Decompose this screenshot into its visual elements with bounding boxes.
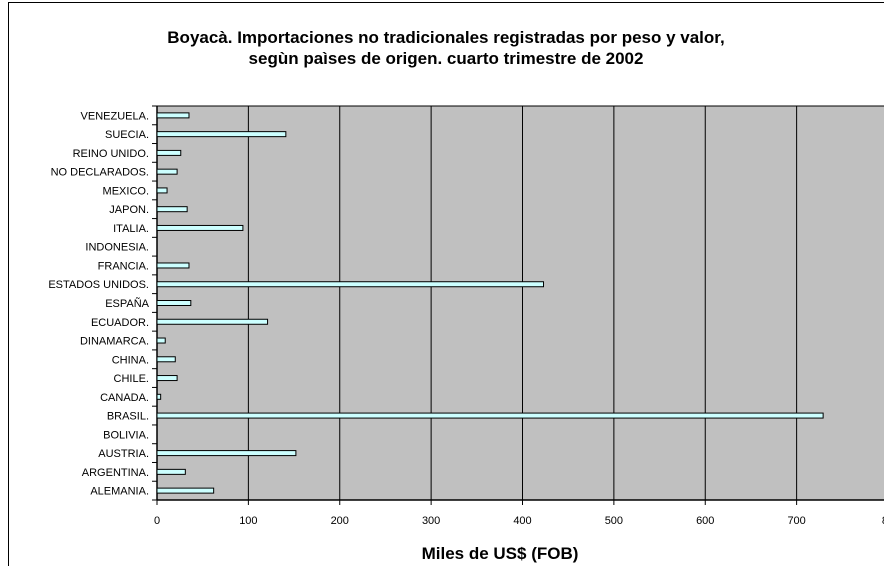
category-label: NO DECLARADOS. [51, 167, 149, 179]
category-label: ITALIA. [113, 223, 149, 235]
plot-area [156, 105, 884, 501]
category-label: CANADA. [100, 392, 149, 404]
bar [156, 375, 178, 382]
category-label: CHILE. [114, 373, 149, 385]
category-label: AUSTRIA. [98, 448, 149, 460]
category-label: ALEMANIA. [90, 486, 149, 498]
category-label: SUECIA. [105, 129, 149, 141]
x-tick-label: 200 [331, 515, 349, 527]
bar [156, 187, 168, 194]
bar [156, 112, 190, 119]
category-label: VENEZUELA. [81, 110, 149, 122]
category-label: FRANCIA. [98, 260, 149, 272]
bar [156, 318, 269, 325]
category-label: ESTADOS UNIDOS. [48, 279, 149, 291]
category-label: REINO UNIDO. [73, 148, 149, 160]
category-label: DINAMARCA. [80, 336, 149, 348]
category-label: MEXICO. [103, 185, 149, 197]
category-label: INDONESIA. [85, 242, 149, 254]
bar [156, 337, 166, 344]
x-tick-label: 600 [696, 515, 714, 527]
category-label: JAPON. [109, 204, 149, 216]
chart-title-line-1: Boyacà. Importaciones no tradicionales r… [167, 28, 725, 47]
bar [156, 131, 287, 138]
bar [156, 262, 190, 269]
x-tick-label: 0 [154, 515, 160, 527]
category-label: ECUADOR. [91, 317, 149, 329]
x-tick-label: 80 [882, 515, 884, 527]
category-label: BOLIVIA. [103, 429, 149, 441]
x-tick-label: 500 [605, 515, 623, 527]
bar [156, 224, 244, 231]
bar [156, 393, 162, 400]
x-tick-label: 700 [787, 515, 805, 527]
bar [156, 300, 192, 306]
x-tick-label: 100 [239, 515, 257, 527]
x-axis-label: Miles de US$ (FOB) [421, 544, 579, 563]
bar [156, 281, 545, 288]
chart-title-line-2: segùn paìses de origen. cuarto trimestre… [248, 49, 644, 68]
category-label: CHINA. [112, 354, 149, 366]
chart-border [8, 2, 884, 566]
bar [156, 450, 297, 457]
bar [156, 356, 176, 363]
x-tick-label: 300 [422, 515, 440, 527]
bar [156, 487, 215, 494]
x-tick-label: 400 [513, 515, 531, 527]
bar [156, 468, 186, 475]
bar [156, 149, 182, 156]
category-label: ESPAÑA [105, 297, 149, 310]
bar [156, 168, 178, 175]
bar [156, 206, 188, 213]
category-label: ARGENTINA. [82, 467, 149, 479]
bar [156, 412, 824, 419]
category-label: BRASIL. [107, 411, 149, 423]
